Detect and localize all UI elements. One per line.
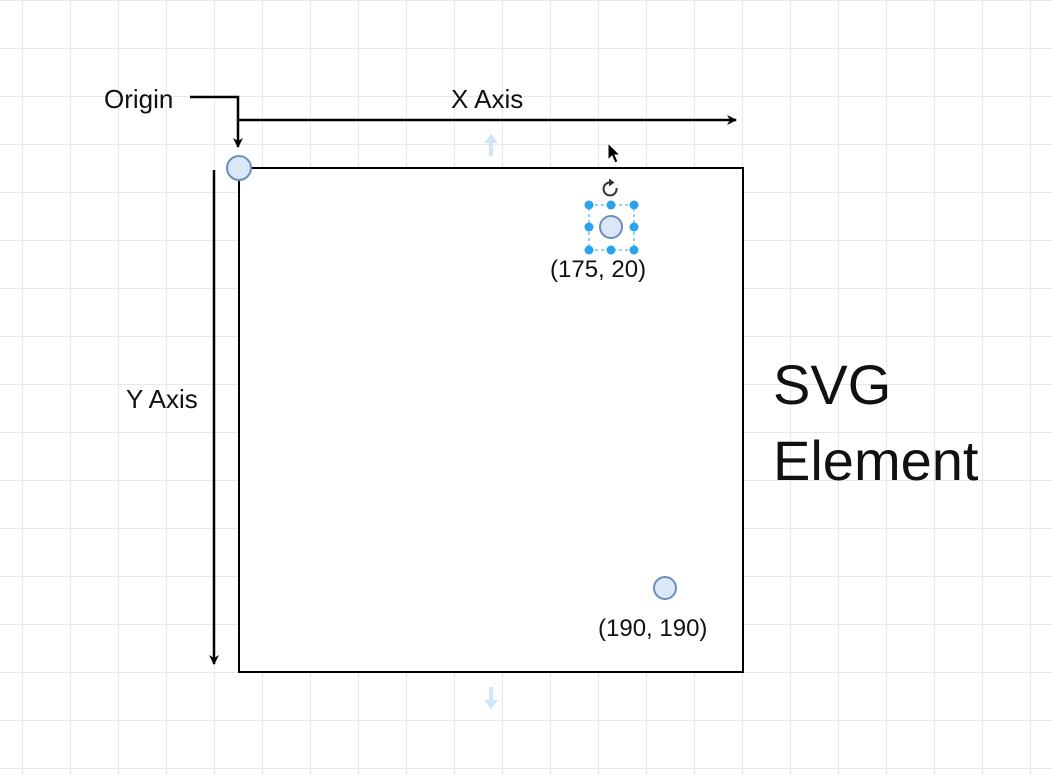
mouse-cursor-icon — [607, 141, 622, 164]
handle-bottom-right[interactable] — [629, 245, 639, 255]
x-axis-label: X Axis — [451, 84, 524, 114]
svg-element-title-line-2: Element — [773, 429, 979, 492]
handle-top[interactable] — [606, 200, 616, 210]
point-190-190[interactable] — [653, 576, 677, 600]
selection-handles[interactable] — [584, 200, 639, 255]
svg-element-title-line-1: SVG — [773, 353, 892, 416]
origin-point[interactable] — [226, 155, 252, 181]
point-label-190-190: (190, 190) — [598, 615, 708, 642]
handle-top-left[interactable] — [584, 200, 594, 210]
point-label-175-20: (175, 20) — [550, 256, 647, 283]
origin-arrow — [190, 95, 243, 148]
y-axis-label: Y Axis — [126, 384, 198, 414]
bottom-connect-hint-icon[interactable] — [484, 687, 498, 709]
origin-label: Origin — [104, 84, 174, 114]
rotate-handle-icon[interactable] — [602, 178, 618, 197]
handle-top-right[interactable] — [629, 200, 639, 210]
handle-bottom[interactable] — [606, 245, 616, 255]
point-circle[interactable] — [599, 215, 623, 239]
handle-left[interactable] — [584, 222, 594, 232]
handle-right[interactable] — [629, 222, 639, 232]
handle-bottom-left[interactable] — [584, 245, 594, 255]
top-connect-hint-icon[interactable] — [484, 134, 498, 156]
